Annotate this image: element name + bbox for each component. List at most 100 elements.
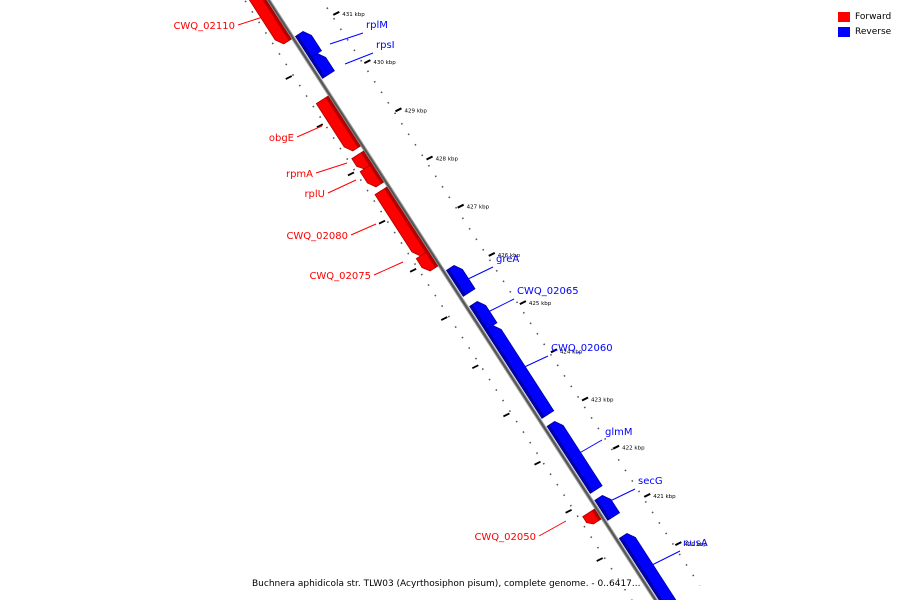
ruler-label: 425 kbp — [529, 301, 552, 307]
gene-arrow-shade — [309, 56, 326, 79]
gene-CWQ_02050[interactable]: CWQ_02050 — [474, 508, 602, 543]
ruler-tick — [395, 107, 402, 113]
gene-secG[interactable]: secG — [594, 476, 663, 521]
gene-label[interactable]: rplM — [366, 20, 388, 31]
gene-leader-line — [538, 520, 567, 537]
gene-label[interactable]: CWQ_02065 — [517, 286, 579, 297]
gene-label[interactable]: CWQ_02080 — [286, 231, 348, 242]
gene-leader-line — [605, 488, 636, 504]
gene-arrow[interactable] — [546, 421, 603, 494]
legend-item-forward: Forward — [838, 9, 891, 24]
guide-line-reverse — [321, 0, 701, 587]
gene-greA[interactable]: greA — [445, 254, 519, 297]
gene-leader-line — [575, 439, 603, 456]
gene-arrow[interactable] — [594, 495, 621, 521]
gene-leader-line — [373, 261, 404, 276]
gene-rpmA[interactable]: rpmA — [286, 150, 373, 180]
gene-leader-line — [517, 355, 549, 371]
gene-arrow[interactable] — [294, 31, 322, 59]
ruler-minor-tick — [471, 364, 479, 370]
forward-swatch — [838, 11, 850, 22]
ruler-tick — [612, 444, 620, 450]
gene-leader-line — [237, 13, 273, 26]
ruler-label: 428 kbp — [436, 156, 459, 162]
ruler-label: 427 kbp — [467, 205, 490, 211]
ruler-minor-tick — [285, 75, 293, 80]
gene-arrow[interactable] — [315, 95, 361, 152]
guide-line-forward — [244, 0, 633, 600]
gene-nusA[interactable]: nusA — [618, 533, 708, 600]
gene-arrow-shade — [619, 536, 663, 600]
ruler-minor-tick — [347, 171, 355, 177]
gene-rplM[interactable]: rplM — [294, 20, 388, 59]
ruler-tick — [332, 10, 340, 16]
ruler-minor-tick — [503, 412, 510, 418]
gene-label[interactable]: CWQ_02075 — [309, 271, 371, 282]
gene-arrow-shade — [594, 498, 611, 521]
legend-label-reverse: Reverse — [855, 26, 892, 37]
gene-CWQ_02110[interactable]: CWQ_02110 — [173, 0, 292, 45]
gene-arrow-shade — [425, 251, 438, 268]
gene-label[interactable]: obgE — [269, 133, 294, 144]
ruler-tick — [674, 541, 682, 546]
gene-arrow[interactable] — [374, 186, 429, 257]
gene-label[interactable]: CWQ_02050 — [474, 532, 536, 543]
gene-CWQ_02080[interactable]: CWQ_02080 — [286, 186, 429, 257]
gene-label[interactable]: rpmA — [286, 169, 313, 180]
ruler-minor-tick — [409, 268, 417, 273]
gene-rplU[interactable]: rplU — [304, 163, 385, 200]
ruler-tick — [643, 492, 651, 498]
gene-arrow-shade — [325, 96, 361, 148]
gene-arrow[interactable] — [309, 53, 335, 79]
gene-label[interactable]: rpsI — [376, 40, 395, 51]
gene-label[interactable]: nusA — [683, 538, 708, 549]
gene-arrow-shade — [591, 509, 601, 521]
gene-leader-line — [329, 32, 364, 45]
gene-label[interactable]: glmM — [605, 427, 633, 438]
gene-leader-line — [344, 52, 374, 65]
ruler-minor-tick — [378, 219, 386, 225]
ruler-minor-tick — [534, 460, 541, 466]
gene-arrow[interactable] — [248, 0, 292, 45]
legend-label-forward: Forward — [855, 11, 892, 22]
gene-CWQ_02065[interactable]: CWQ_02065 — [469, 286, 579, 331]
legend: Forward Reverse — [838, 9, 891, 39]
gene-label[interactable]: CWQ_02060 — [551, 343, 613, 354]
gene-arrow-shade — [295, 34, 313, 59]
ruler-label: 429 kbp — [404, 108, 427, 114]
gene-arrow-shade — [547, 424, 593, 494]
gene-label[interactable]: CWQ_02110 — [173, 21, 235, 32]
gene-CWQ_02075[interactable]: CWQ_02075 — [309, 250, 439, 282]
gene-leader-line — [327, 179, 357, 194]
gene-leader-line — [315, 162, 348, 174]
ruler-label: 420 kbp — [684, 542, 707, 548]
sequence-caption: Buchnera aphidicola str. TLW03 (Acyrthos… — [252, 579, 641, 589]
ruler-tick — [488, 251, 496, 257]
ruler-minor-tick — [440, 316, 448, 321]
ruler-label: 422 kbp — [622, 446, 645, 452]
gene-leader-line — [296, 125, 323, 138]
gene-arrow-shade — [369, 164, 384, 184]
gene-glmM[interactable]: glmM — [546, 421, 633, 494]
gene-arrow[interactable] — [484, 325, 555, 419]
gene-arrow[interactable] — [445, 265, 476, 297]
gene-arrow-shade — [469, 304, 488, 331]
gene-label[interactable]: secG — [638, 476, 663, 487]
ruler-label: 424 kbp — [560, 349, 583, 355]
gene-leader-line — [465, 266, 494, 281]
gene-leader-line — [649, 550, 681, 567]
gene-rpsI[interactable]: rpsI — [309, 40, 395, 79]
gene-arrow-shade — [361, 151, 372, 166]
gene-leader-line — [350, 223, 377, 236]
gene-obgE[interactable]: obgE — [269, 95, 361, 152]
ruler-tick — [363, 59, 371, 64]
gene-label[interactable]: rplU — [304, 189, 325, 200]
gene-arrow-shade — [262, 0, 292, 41]
gene-label[interactable]: greA — [496, 254, 519, 265]
gene-CWQ_02060[interactable]: CWQ_02060 — [484, 325, 613, 419]
ruler-minor-tick — [316, 123, 324, 129]
ruler-tick — [550, 348, 558, 354]
gene-arrow-shade — [485, 328, 545, 419]
